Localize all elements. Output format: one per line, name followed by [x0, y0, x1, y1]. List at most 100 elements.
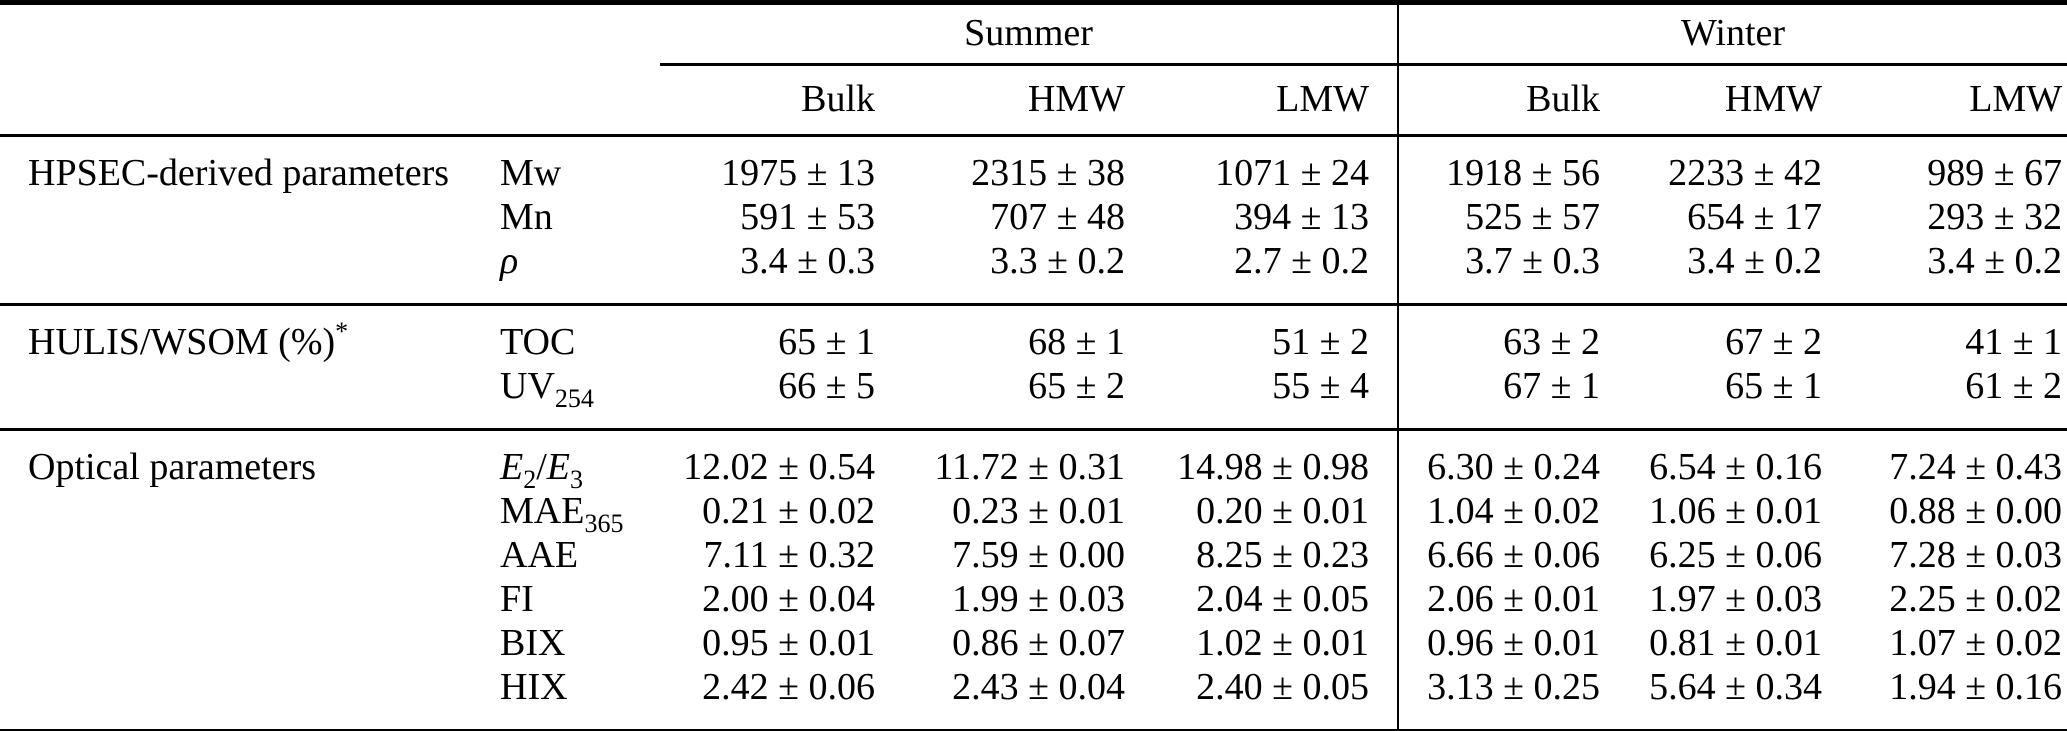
value-cell: 3.7 ± 0.3 — [1465, 240, 1601, 282]
value-cell: 2.43 ± 0.04 — [952, 666, 1125, 708]
param-label: HIX — [500, 666, 568, 708]
param-label: UV254 — [500, 365, 594, 413]
column-group-summer: Summer — [660, 2, 1400, 66]
table-row: Mn 591 ± 53 707 ± 48 394 ± 13 525 ± 57 654 ± … — [0, 195, 2067, 239]
value-cell: 2.00 ± 0.04 — [702, 578, 875, 620]
value-cell: 591 ± 53 — [740, 196, 875, 238]
header-row-groups: Summer Winter — [0, 2, 2067, 66]
param-label: BIX — [500, 622, 566, 664]
value-cell: 3.4 ± 0.3 — [740, 240, 875, 282]
empty-cell — [0, 364, 472, 430]
param-label: Mw — [500, 152, 562, 194]
value-cell: 2.25 ± 0.02 — [1889, 578, 2063, 620]
value-cell: 2.04 ± 0.05 — [1125, 577, 1400, 621]
empty-cell — [0, 489, 472, 533]
empty-cell — [0, 533, 472, 577]
section-label: Optical parameters — [0, 428, 472, 489]
value-cell: 0.95 ± 0.01 — [702, 622, 875, 664]
value-cell: 51 ± 2 — [1125, 303, 1400, 364]
table-row: AAE 7.11 ± 0.32 7.59 ± 0.00 8.25 ± 0.23 6.66… — [0, 533, 2067, 577]
value-cell: 7.11 ± 0.32 — [703, 534, 875, 576]
empty-cell — [0, 665, 472, 731]
value-cell: 1.06 ± 0.01 — [1649, 490, 1823, 532]
value-cell: 1.99 ± 0.03 — [952, 578, 1125, 620]
table-row: UV254 66 ± 5 65 ± 2 55 ± 4 67 ± 1 65 ± 1 61 ± … — [0, 364, 2067, 430]
value-cell: 0.20 ± 0.01 — [1125, 489, 1400, 533]
table-row: FI 2.00 ± 0.04 1.99 ± 0.03 2.04 ± 0.05 2.06 … — [0, 577, 2067, 621]
header-row-columns: Bulk HMW LMW Bulk HMW LMW — [0, 64, 2067, 137]
column-header-summer-hmw: HMW — [875, 64, 1125, 137]
value-cell: 1.04 ± 0.02 — [1427, 490, 1601, 532]
column-group-winter: Winter — [1398, 2, 2067, 66]
value-cell: 1.94 ± 0.16 — [1889, 666, 2063, 708]
value-cell: 6.66 ± 0.06 — [1427, 534, 1601, 576]
value-cell: 1918 ± 56 — [1446, 152, 1601, 194]
value-cell: 2.7 ± 0.2 — [1125, 239, 1400, 305]
value-cell: 2233 ± 42 — [1668, 152, 1823, 194]
empty-cell — [0, 3, 472, 65]
empty-cell — [0, 621, 472, 665]
value-cell: 3.4 ± 0.2 — [1687, 240, 1823, 282]
table-row: Optical parameters E2/E3 12.02 ± 0.54 11.72… — [0, 428, 2067, 493]
value-cell: 1.97 ± 0.03 — [1649, 578, 1823, 620]
value-cell: 2315 ± 38 — [971, 152, 1125, 194]
value-cell: 11.72 ± 0.31 — [875, 428, 1125, 489]
param-label: TOC — [472, 303, 660, 364]
value-cell: 67 ± 1 — [1503, 365, 1601, 407]
value-cell: 14.98 ± 0.98 — [1125, 428, 1400, 489]
value-cell: 989 ± 67 — [1927, 152, 2063, 194]
table-row: BIX 0.95 ± 0.01 0.86 ± 0.07 1.02 ± 0.01 0.96… — [0, 621, 2067, 665]
value-cell: 63 ± 2 — [1398, 303, 1601, 364]
value-cell: 7.28 ± 0.03 — [1889, 534, 2063, 576]
value-cell: 7.24 ± 0.43 — [1822, 428, 2067, 489]
value-cell: 1.02 ± 0.01 — [1125, 621, 1400, 665]
value-cell: 1975 ± 13 — [721, 152, 875, 194]
column-header-summer-lmw: LMW — [1125, 64, 1400, 137]
table-row: MAE365 0.21 ± 0.02 0.23 ± 0.01 0.20 ± 0.01 1… — [0, 489, 2067, 538]
param-label: ρ — [500, 240, 519, 282]
value-cell: 293 ± 32 — [1927, 196, 2063, 238]
value-cell: 65 ± 1 — [660, 303, 875, 364]
value-cell: 41 ± 1 — [1822, 303, 2067, 364]
empty-cell — [0, 64, 472, 137]
empty-cell — [472, 64, 660, 137]
value-cell: 3.13 ± 0.25 — [1427, 666, 1601, 708]
param-label: AAE — [500, 534, 579, 576]
value-cell: 6.30 ± 0.24 — [1398, 428, 1601, 489]
param-label: FI — [500, 578, 534, 620]
value-cell: 0.96 ± 0.01 — [1427, 622, 1601, 664]
param-label: MAE365 — [500, 490, 624, 538]
value-cell: 5.64 ± 0.34 — [1649, 666, 1823, 708]
value-cell: 654 ± 17 — [1687, 196, 1823, 238]
value-cell: 65 ± 2 — [1028, 365, 1125, 407]
empty-cell — [0, 239, 472, 305]
empty-cell — [0, 195, 472, 239]
value-cell: 65 ± 1 — [1725, 365, 1823, 407]
table-row: ρ 3.4 ± 0.3 3.3 ± 0.2 2.7 ± 0.2 3.7 ± 0.3 3.4… — [0, 239, 2067, 305]
empty-cell — [0, 577, 472, 621]
value-cell: 2.40 ± 0.05 — [1125, 665, 1400, 731]
column-header-winter-bulk: Bulk — [1398, 64, 1601, 137]
value-cell: 394 ± 13 — [1125, 195, 1400, 239]
value-cell: 0.88 ± 0.00 — [1889, 490, 2063, 532]
value-cell: 3.3 ± 0.2 — [990, 240, 1125, 282]
value-cell: 6.54 ± 0.16 — [1600, 428, 1823, 489]
column-header-winter-hmw: HMW — [1600, 64, 1823, 137]
column-header-winter-lmw: LMW — [1822, 64, 2067, 137]
value-cell: 2.06 ± 0.01 — [1427, 578, 1601, 620]
value-cell: 0.21 ± 0.02 — [702, 490, 875, 532]
value-cell: 1.07 ± 0.02 — [1889, 622, 2063, 664]
param-label: E2/E3 — [472, 428, 660, 493]
value-cell: 2.42 ± 0.06 — [702, 666, 875, 708]
value-cell: 61 ± 2 — [1965, 365, 2063, 407]
value-cell: 7.59 ± 0.00 — [952, 534, 1125, 576]
value-cell: 1071 ± 24 — [1125, 135, 1400, 195]
value-cell: 0.86 ± 0.07 — [952, 622, 1125, 664]
table-row: HPSEC-derived parameters Mw 1975 ± 13 2315 … — [0, 135, 2067, 195]
value-cell: 67 ± 2 — [1600, 303, 1823, 364]
section-label: HULIS/WSOM (%)* — [0, 303, 472, 364]
value-cell: 55 ± 4 — [1125, 364, 1400, 430]
table-body: HPSEC-derived parameters Mw 1975 ± 13 2315 … — [0, 135, 2067, 731]
